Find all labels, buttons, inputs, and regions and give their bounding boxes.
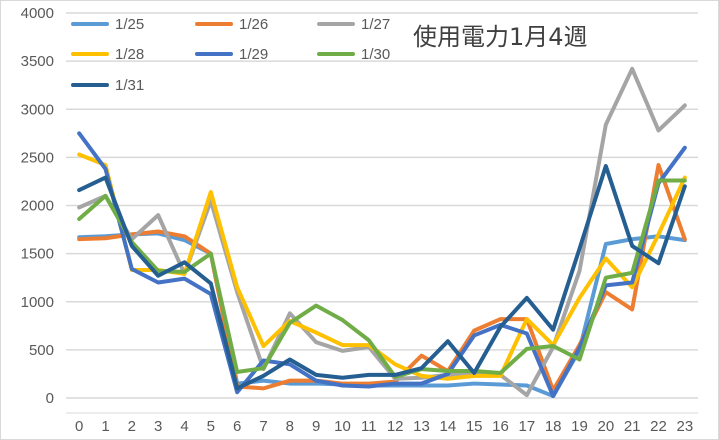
y-tick-label: 2000 — [21, 198, 54, 215]
x-tick-label: 10 — [334, 418, 351, 435]
x-tick-label: 3 — [154, 418, 162, 435]
x-tick-label: 21 — [624, 418, 641, 435]
y-tick-label: 3000 — [21, 101, 54, 118]
legend-item: 1/27 — [317, 16, 390, 33]
y-axis-ticks: 0 500 1000 1500 2000 2500 3000 3500 4000 — [21, 5, 54, 407]
x-tick-label: 20 — [597, 418, 614, 435]
x-tick-label: 17 — [518, 418, 535, 435]
x-tick-label: 7 — [259, 418, 267, 435]
x-tick-label: 2 — [128, 418, 136, 435]
x-tick-label: 19 — [571, 418, 588, 435]
series-line — [77, 131, 687, 399]
series-line — [77, 164, 687, 391]
x-tick-label: 9 — [312, 418, 320, 435]
x-tick-label: 11 — [361, 418, 377, 435]
x-tick-label: 14 — [439, 418, 456, 435]
x-tick-label: 23 — [676, 418, 693, 435]
legend-label: 1/31 — [115, 77, 144, 94]
y-tick-label: 0 — [46, 390, 54, 407]
x-tick-label: 6 — [233, 418, 241, 435]
y-tick-label: 1500 — [21, 246, 54, 263]
legend-item: 1/29 — [195, 46, 268, 63]
series-line — [77, 178, 687, 379]
y-tick-label: 500 — [29, 342, 54, 359]
legend-item: 1/26 — [195, 16, 268, 33]
x-tick-label: 16 — [492, 418, 509, 435]
y-tick-label: 2500 — [21, 149, 54, 166]
x-tick-label: 18 — [545, 418, 562, 435]
legend-item: 1/25 — [71, 16, 144, 33]
legend-label: 1/28 — [115, 46, 144, 63]
legend-item: 1/31 — [71, 77, 144, 94]
y-tick-label: 3500 — [21, 53, 54, 70]
y-tick-label: 1000 — [21, 294, 54, 311]
legend-label: 1/30 — [361, 46, 390, 63]
x-tick-label: 15 — [466, 418, 483, 435]
legend-label: 1/27 — [361, 16, 390, 33]
legend-label: 1/25 — [115, 16, 144, 33]
x-tick-label: 22 — [650, 418, 667, 435]
legend-item: 1/28 — [71, 46, 144, 63]
x-tick-label: 1 — [101, 418, 109, 435]
chart-title: 使用電力1月4週 — [413, 23, 588, 51]
legend-item: 1/30 — [317, 46, 390, 63]
x-tick-label: 4 — [180, 418, 188, 435]
series-1-31 — [77, 164, 687, 391]
x-tick-label: 0 — [75, 418, 83, 435]
x-tick-label: 13 — [413, 418, 430, 435]
series-lines — [77, 66, 687, 399]
x-tick-label: 12 — [387, 418, 404, 435]
x-axis-ticks: 0 1 2 3 4 5 6 7 8 9 10 11 12 13 14 15 16 17 18 19 20 21 22 23 — [75, 418, 693, 435]
legend-label: 1/26 — [239, 16, 268, 33]
x-tick-label: 8 — [286, 418, 294, 435]
gridlines — [66, 12, 698, 414]
x-tick-label: 5 — [207, 418, 215, 435]
legend: 1/25 1/26 1/27 1/28 1/29 1/30 1/31 — [71, 16, 390, 94]
y-tick-label: 4000 — [21, 5, 54, 22]
legend-label: 1/29 — [239, 46, 268, 63]
